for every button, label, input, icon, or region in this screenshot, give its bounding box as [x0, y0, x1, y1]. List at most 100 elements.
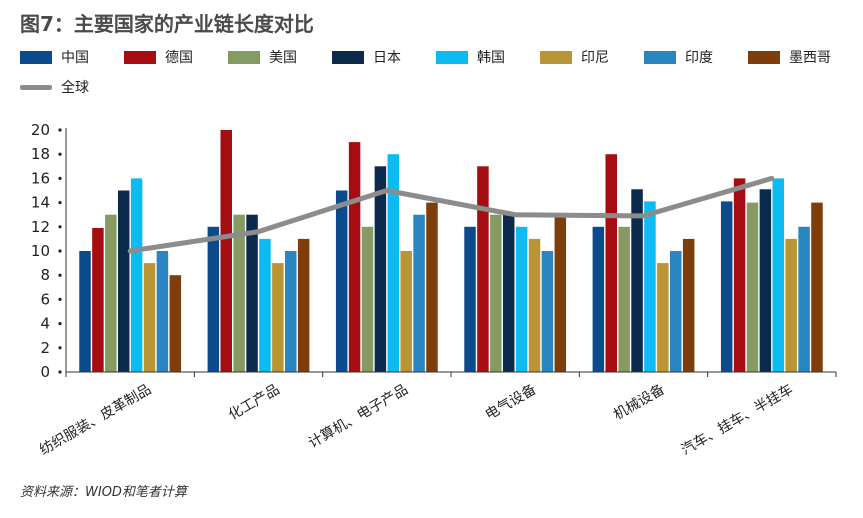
legend-label-1: 德国: [165, 50, 193, 66]
bar: [798, 226, 810, 372]
bar: [156, 251, 169, 372]
y-tick-mark: [58, 201, 62, 205]
bar: [631, 189, 643, 372]
bar: [670, 251, 682, 372]
y-tick-label: 0: [40, 363, 50, 381]
legend-item-6: 印度: [644, 47, 748, 67]
x-axis: [65, 371, 837, 377]
global-line: [127, 175, 775, 254]
legend-swatch-6: [644, 50, 676, 64]
y-tick-mark: [58, 128, 62, 132]
y-tick-mark: [58, 346, 62, 350]
bar: [618, 226, 630, 372]
x-tick-labels: 纺织服装、皮革制品 化工产品 计算机、电子产品 电气设备 机械设备 汽车、挂车、半挂车: [37, 381, 796, 459]
y-tick-label: 20: [31, 121, 50, 139]
legend-item-3: 日本: [332, 47, 436, 67]
bar: [361, 226, 374, 372]
legend-swatch-7: [748, 50, 780, 64]
bar: [502, 214, 515, 372]
chart-title: 图7：主要国家的产业链长度对比: [20, 12, 314, 36]
legend-label-4: 韩国: [477, 50, 505, 66]
bar: [387, 154, 400, 372]
y-tick-label: 10: [31, 242, 50, 260]
bar: [285, 251, 297, 372]
bar: [477, 166, 489, 372]
bar: [515, 226, 528, 372]
legend-swatch-1: [124, 50, 156, 64]
bar: [720, 201, 733, 372]
y-tick-mark: [58, 273, 62, 277]
x-tick-label: 机械设备: [611, 381, 668, 424]
legend-item-4: 韩国: [436, 47, 540, 67]
bar: [464, 226, 476, 372]
bar: [143, 263, 156, 372]
x-tick-label: 纺织服装、皮革制品: [37, 382, 154, 459]
y-tick-label: 4: [40, 315, 50, 333]
bar: [592, 226, 605, 372]
bar: [772, 178, 785, 372]
y-tick-label: 14: [31, 194, 50, 212]
x-tick-label: 化工产品: [226, 382, 282, 424]
y-tick-mark: [58, 322, 62, 326]
legend-swatch-5: [540, 50, 572, 64]
legend-swatch-3: [332, 50, 364, 64]
y-tick-label: 12: [31, 218, 50, 236]
bars: [79, 130, 823, 372]
bar: [733, 178, 746, 372]
bar: [785, 238, 797, 372]
bar: [335, 190, 348, 372]
bar: [233, 214, 245, 372]
bar: [169, 275, 182, 372]
legend-item-1: 德国: [124, 47, 228, 67]
bar: [207, 226, 220, 372]
legend-item-5: 印尼: [540, 47, 644, 67]
bar: [79, 251, 91, 372]
legend-row-line: 全球: [20, 76, 855, 98]
legend-item-7: 墨西哥: [748, 47, 852, 67]
y-axis: 0 2 4 6 8 10 12 14 16 18 20: [31, 121, 67, 381]
legend-line-swatch: [20, 84, 52, 90]
bar: [528, 238, 541, 372]
y-tick-label: 18: [31, 145, 50, 163]
bar: [297, 238, 310, 372]
y-tick-mark: [58, 249, 62, 253]
bar: [759, 189, 772, 372]
bar: [259, 238, 271, 372]
legend-swatch-0: [20, 50, 52, 64]
x-tick-label: 计算机、电子产品: [306, 382, 411, 452]
legend-swatch-4: [436, 50, 468, 64]
legend-label-0: 中国: [61, 50, 89, 66]
legend-label-7: 墨西哥: [789, 50, 831, 66]
legend-label-3: 日本: [373, 50, 401, 66]
bar: [117, 190, 130, 372]
global-line-path: [127, 175, 775, 254]
legend-item-global: 全球: [20, 77, 124, 97]
bar-chart: 0 2 4 6 8 10 12 14 16 18 20 纺织服装、皮革制品 化工产品 计算机、电子产品 电…: [31, 121, 837, 459]
bar: [92, 228, 104, 372]
y-tick-label: 16: [31, 169, 50, 187]
bar: [413, 214, 425, 372]
bar: [657, 263, 669, 372]
chart-legend: 中国 德国 美国 日本 韩国 印尼 印度 墨西哥 全球: [20, 46, 855, 106]
bar: [746, 202, 759, 372]
bar: [490, 214, 502, 372]
y-tick-mark: [58, 297, 62, 301]
source-note: 资料来源：WIOD和笔者计算: [20, 485, 187, 500]
y-tick-mark: [58, 225, 62, 229]
bar: [130, 178, 143, 372]
bar: [644, 201, 656, 372]
bar: [605, 154, 617, 372]
bar: [682, 238, 695, 372]
legend-label-5: 印尼: [581, 50, 609, 66]
bar: [272, 263, 284, 372]
legend-swatch-2: [228, 50, 260, 64]
bar: [811, 202, 823, 372]
legend-label-global: 全球: [61, 80, 89, 96]
legend-item-0: 中国: [20, 47, 124, 67]
x-tick-label: 电气设备: [482, 381, 539, 424]
bar: [541, 251, 554, 372]
y-tick-mark: [58, 152, 62, 156]
legend-item-2: 美国: [228, 47, 332, 67]
y-tick-mark: [58, 370, 62, 374]
legend-label-2: 美国: [269, 50, 297, 66]
